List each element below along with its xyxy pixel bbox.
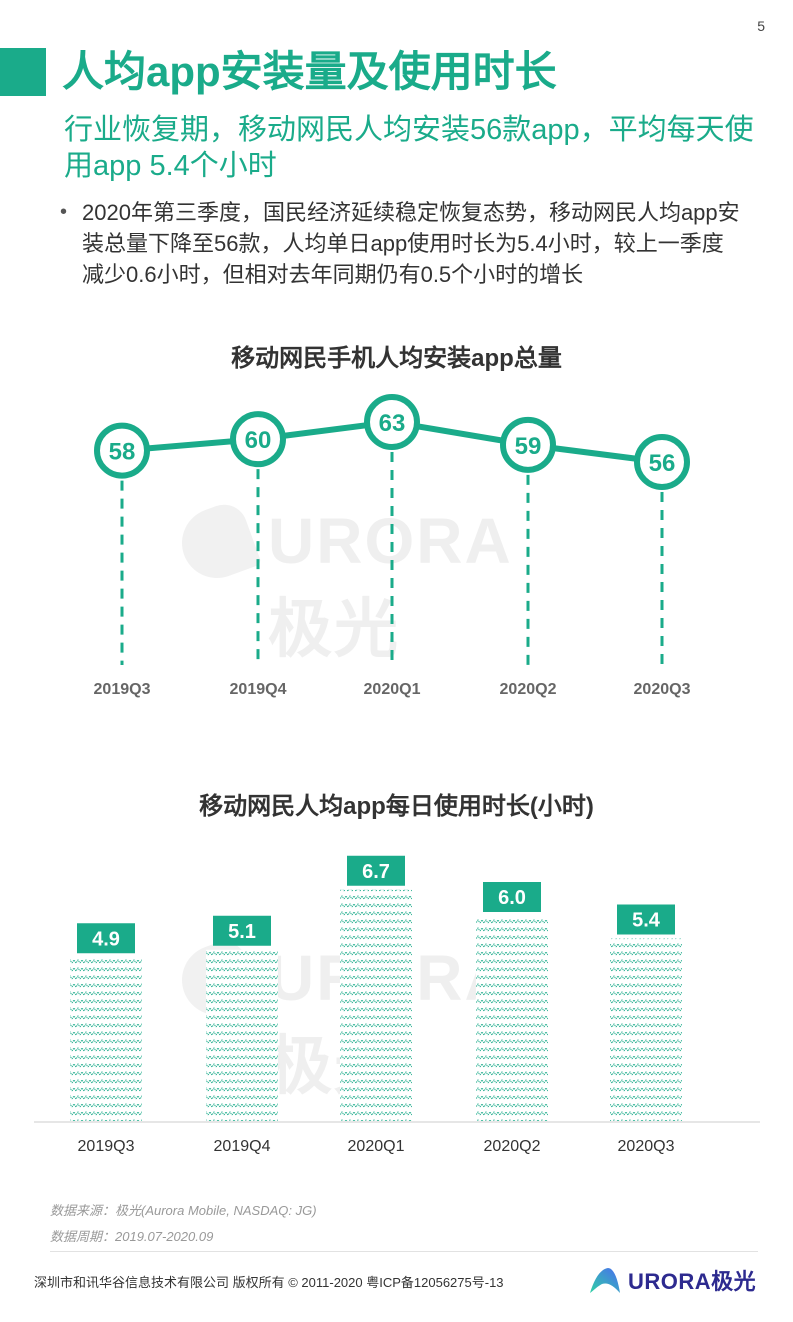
data-period: 数据周期：2019.07-2020.09: [50, 1229, 214, 1244]
bar-value-badge: [77, 923, 135, 954]
x-axis-label: 2020Q3: [634, 681, 691, 698]
x-axis-label: 2020Q2: [484, 1138, 541, 1155]
page-subtitle: 行业恢复期，移动网民人均安装56款app，平均每天使用app 5.4个小时: [64, 114, 754, 182]
bar-value-badge: [617, 904, 675, 935]
data-point-label: 60: [245, 427, 272, 454]
line-chart: 58 60 63 59 56 2019Q3 2019Q4 2020Q1 2020Q2 2020Q3: [94, 394, 691, 698]
data-point-marker: [94, 422, 150, 479]
aurora-logo: URORA极光: [588, 1264, 756, 1296]
data-point-label: 56: [649, 450, 676, 477]
x-axis-label: 2019Q3: [94, 681, 151, 698]
bar-value-label: 5.1: [228, 921, 256, 943]
page-title: 人均app安装量及使用时长: [62, 48, 557, 95]
page-number: 5: [757, 18, 765, 34]
bar-chart: 4.9 2019Q3 5.1 2019Q4 6.7 2020Q1 6.0 2020Q2 5.4 2…: [34, 855, 760, 1155]
bullet-dot-icon: •: [60, 201, 68, 223]
summary-text: 2020年第三季度，国民经济延续稳定恢复态势，移动网民人均app安装总量下降至5…: [82, 200, 740, 287]
footer-copyright: 深圳市和讯华谷信息技术有限公司 版权所有 © 2011-2020 粤ICP备12…: [34, 1275, 504, 1290]
x-axis-label: 2020Q3: [618, 1138, 675, 1155]
x-axis-label: 2020Q1: [348, 1138, 405, 1155]
data-point-marker: [634, 434, 690, 490]
line-chart-title: 移动网民手机人均安装app总量: [231, 345, 562, 372]
bar-value-label: 5.4: [632, 910, 661, 932]
x-axis-label: 2019Q4: [214, 1138, 271, 1155]
title-accent-bar: [0, 48, 46, 96]
bar-value-label: 4.9: [92, 928, 120, 950]
x-axis-label: 2020Q2: [500, 681, 557, 698]
bar: [340, 889, 412, 1121]
aurora-logo-icon: [590, 1268, 620, 1293]
bar-value-badge: [483, 882, 541, 912]
data-point-label: 63: [379, 410, 406, 437]
bar: [70, 957, 142, 1121]
bar-value-label: 6.0: [498, 887, 526, 909]
x-axis-label: 2019Q4: [230, 681, 287, 698]
bar-value-badge: [347, 855, 405, 886]
bar: [610, 938, 682, 1121]
data-point-marker: [500, 416, 556, 473]
x-axis-label: 2020Q1: [364, 681, 421, 698]
bar-value-badge: [213, 915, 271, 946]
footer-divider: [50, 1251, 758, 1252]
bar-value-label: 6.7: [362, 861, 390, 883]
bar: [476, 916, 548, 1121]
data-point-marker: [364, 394, 420, 450]
x-axis-label: 2019Q3: [78, 1138, 135, 1155]
bar-chart-title: 移动网民人均app每日使用时长(小时): [199, 793, 594, 820]
bar: [206, 949, 278, 1121]
aurora-logo-text: URORA极光: [628, 1269, 757, 1294]
summary-bullet: • 2020年第三季度，国民经济延续稳定恢复态势，移动网民人均app安装总量下降…: [60, 197, 750, 290]
data-point-label: 58: [109, 439, 136, 466]
data-point-label: 59: [515, 433, 542, 460]
data-source: 数据来源：极光(Aurora Mobile, NASDAQ: JG): [50, 1203, 317, 1218]
data-point-marker: [230, 411, 286, 468]
